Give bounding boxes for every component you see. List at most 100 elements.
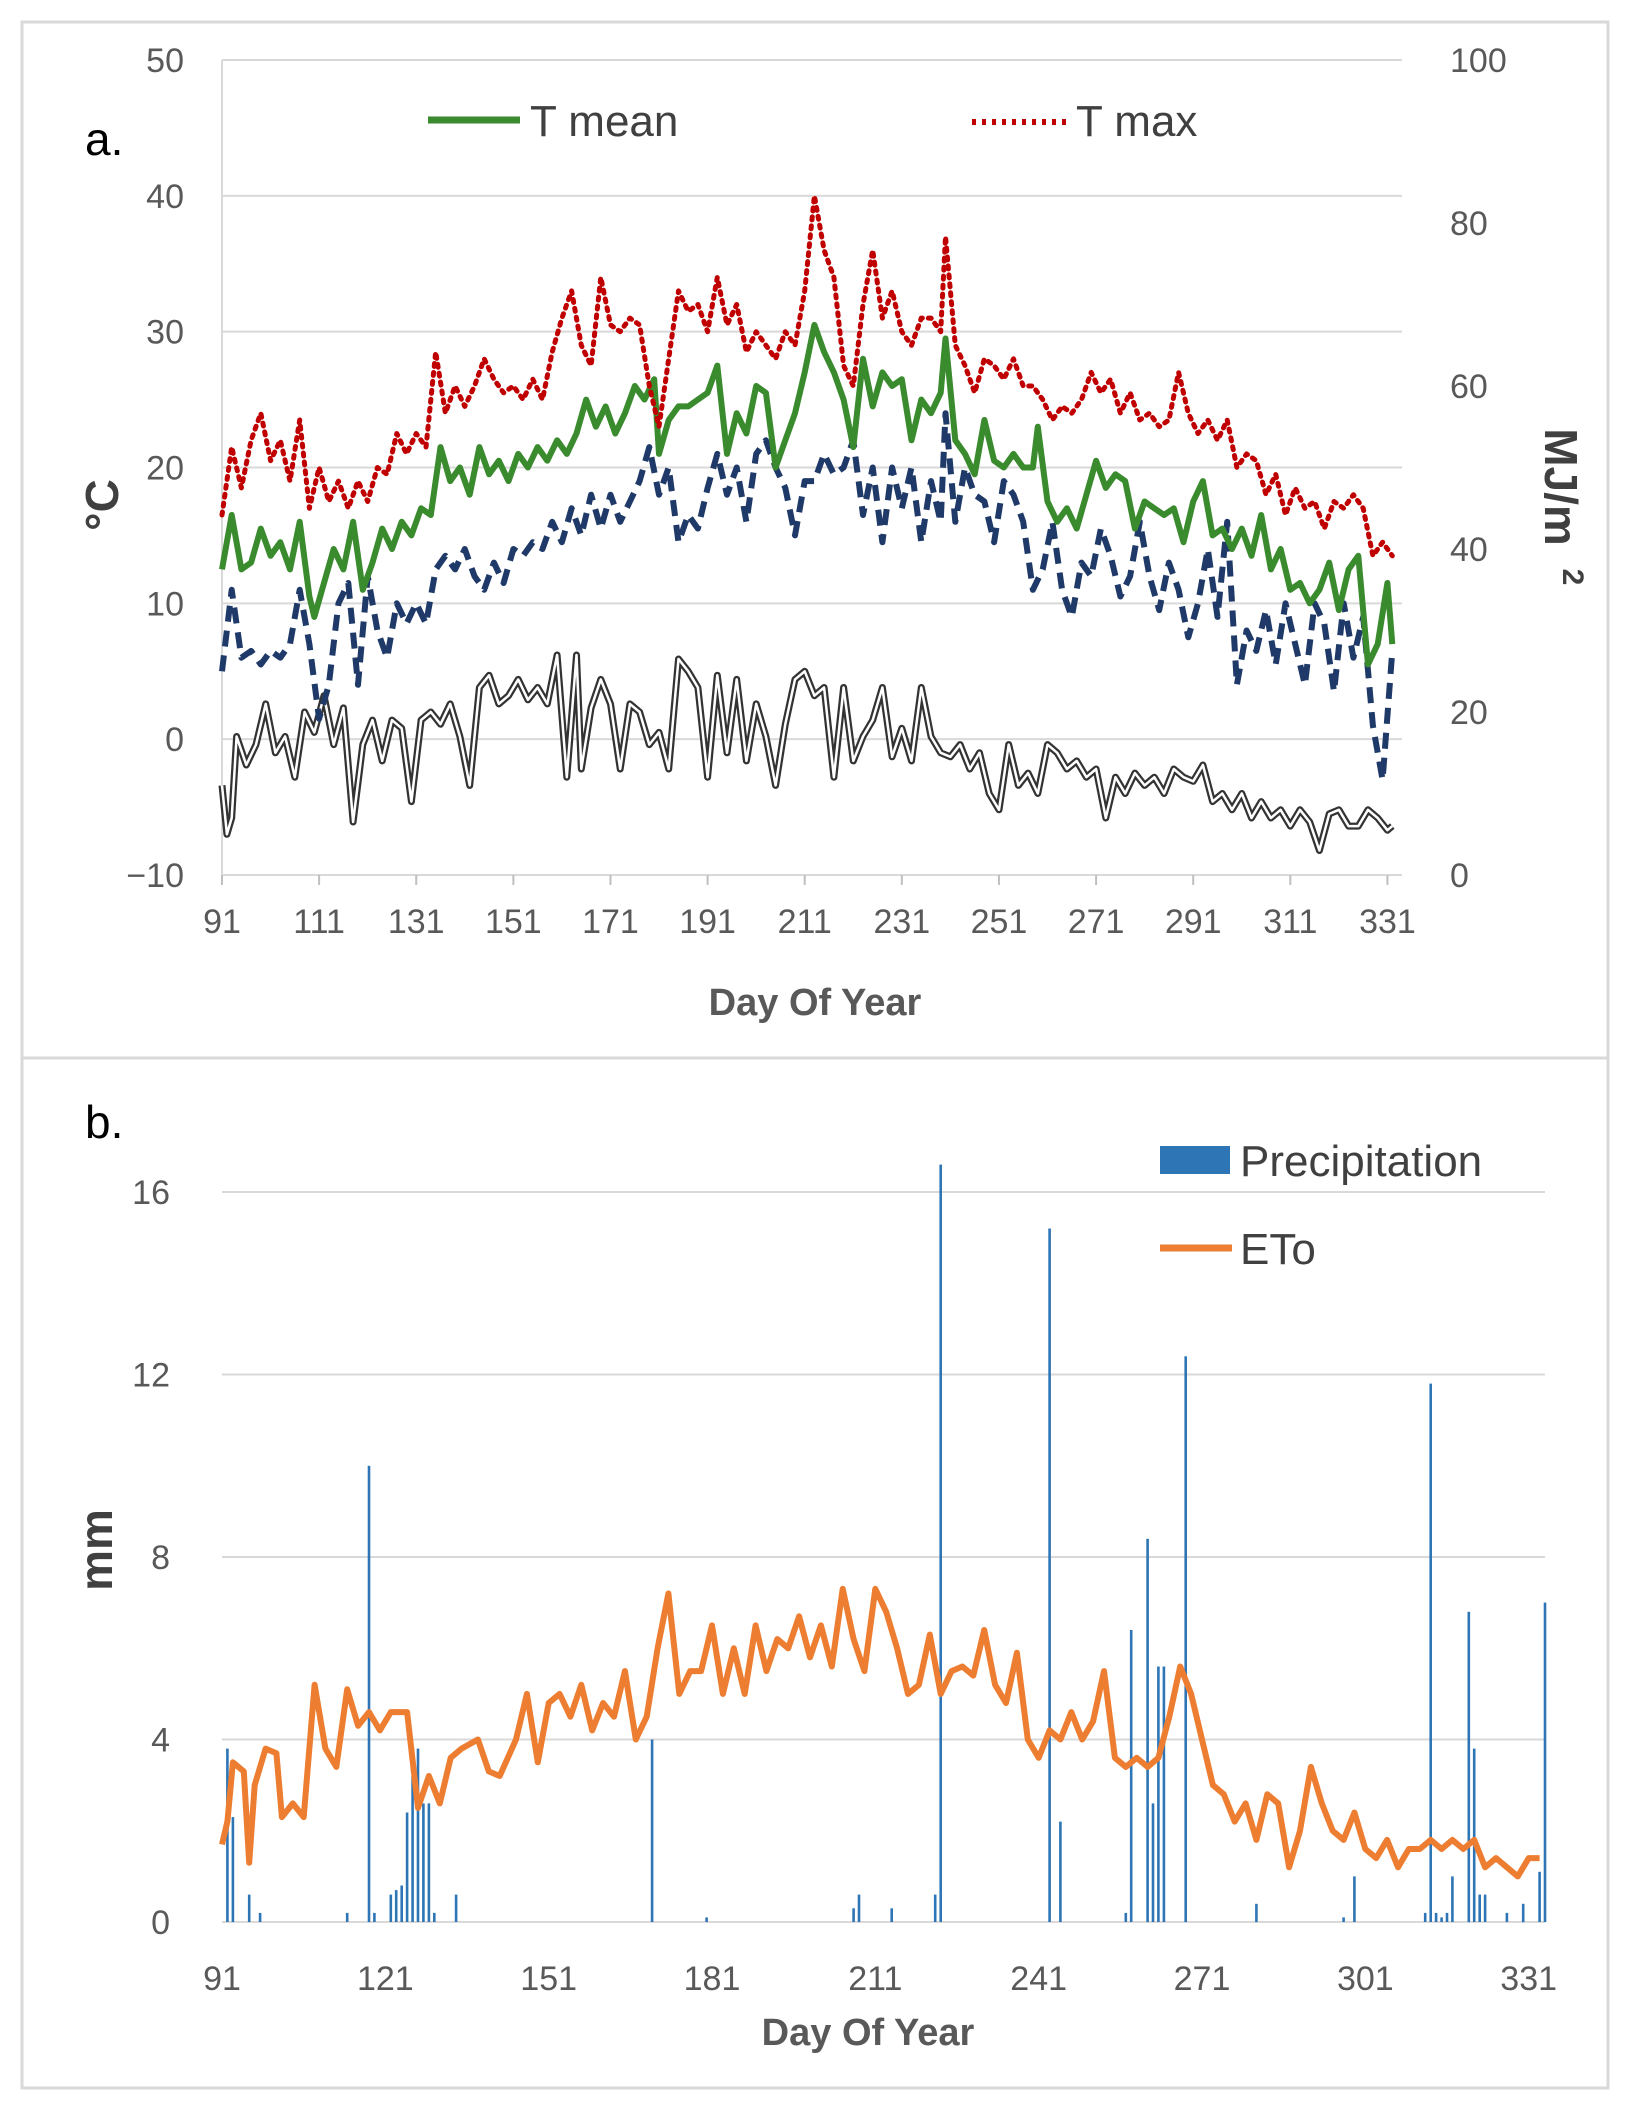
panel-b-y-ticks: 16 12 8 4 0 xyxy=(132,1174,170,1942)
precipitation-bar xyxy=(1483,1894,1487,1922)
precipitation-bar xyxy=(411,1776,414,1922)
panel-b-y-tick-label: 4 xyxy=(151,1722,170,1760)
precipitation-bar xyxy=(1423,1912,1427,1922)
precipitation-bar xyxy=(1543,1602,1547,1922)
panel-b-y-tick-label: 12 xyxy=(132,1357,170,1395)
figure-border xyxy=(20,20,1610,2090)
precipitation-bar xyxy=(1440,1917,1443,1922)
panel-a-left-y-tick-label: 50 xyxy=(146,42,184,80)
precipitation-bar xyxy=(1048,1228,1051,1922)
panel-a-x-tick-label: 171 xyxy=(582,903,639,941)
precipitation-bar xyxy=(890,1908,893,1922)
precipitation-bar xyxy=(1445,1912,1449,1922)
panel-a-right-y-axis-title-base: MJ/m xyxy=(1535,428,1587,546)
series-line-solar-radiation xyxy=(218,651,1395,854)
series-line-t-min xyxy=(219,410,1396,783)
panel-b: 91 121 151 181 211 241 271 301 331 16 12 8 4 0 b. Da… xyxy=(70,1096,1557,2054)
legend-swatch-precipitation xyxy=(1160,1146,1230,1174)
panel-b-y-tick-label: 8 xyxy=(151,1539,170,1577)
panel-a-x-tick-label: 331 xyxy=(1359,903,1416,941)
panel-a-left-y-tick-label: −10 xyxy=(126,857,184,895)
panel-a-right-y-ticks: 100 80 60 40 20 0 xyxy=(1450,42,1507,895)
precipitation-bar xyxy=(1353,1876,1356,1922)
precipitation-bar xyxy=(433,1912,436,1922)
panel-b-x-tick-label: 331 xyxy=(1500,1960,1557,1998)
precipitation-bar xyxy=(1342,1917,1345,1922)
panel-a-x-tick-label: 251 xyxy=(971,903,1028,941)
panel-b-x-axis-title: Day Of Year xyxy=(762,2012,975,2054)
precipitation-bar xyxy=(1151,1803,1155,1922)
precipitation-bar xyxy=(1467,1611,1471,1923)
legend-label-t-mean: T mean xyxy=(530,97,678,146)
panel-a-right-y-axis-title: MJ/m 2 xyxy=(1535,428,1589,585)
panel-a-x-tick-label: 191 xyxy=(679,903,736,941)
panel-a-x-tick-label: 151 xyxy=(485,903,542,941)
panel-a-right-y-axis-title-sup: 2 xyxy=(1556,569,1589,586)
precipitation-bar xyxy=(226,1748,229,1922)
precipitation-bar xyxy=(247,1894,251,1922)
precipitation-bar xyxy=(400,1885,403,1922)
precipitation-bar xyxy=(1521,1903,1525,1923)
series-line-t-mean xyxy=(219,321,1396,668)
precipitation-bar xyxy=(933,1894,937,1922)
precipitation-bar xyxy=(1255,1903,1258,1923)
panel-a-x-tick-label: 111 xyxy=(293,903,345,941)
panel-a-x-ticks: 91 111 131 151 171 191 211 231 251 271 291 311 331 xyxy=(203,875,1416,941)
panel-a-right-y-tick-label: 60 xyxy=(1450,368,1488,406)
precipitation-bar xyxy=(650,1739,654,1922)
panel-a-x-tick-label: 271 xyxy=(1068,903,1125,941)
panel-b-x-tick-label: 241 xyxy=(1010,1960,1067,1998)
panel-a-gridlines xyxy=(221,59,1402,876)
precipitation-bar xyxy=(405,1812,409,1922)
panel-a-left-y-tick-label: 0 xyxy=(165,721,184,759)
precipitation-bar xyxy=(367,1465,371,1923)
panel-b-x-tick-label: 271 xyxy=(1174,1960,1231,1998)
legend-label-t-max: T max xyxy=(1076,97,1197,146)
precipitation-bar xyxy=(258,1912,262,1922)
precipitation-bar xyxy=(1478,1894,1481,1922)
panel-b-precipitation-bars xyxy=(226,1164,1547,1923)
panel-a-label: a. xyxy=(85,113,123,165)
precipitation-bar xyxy=(1146,1538,1149,1923)
precipitation-bar xyxy=(454,1894,458,1922)
panel-b-x-tick-label: 91 xyxy=(203,1960,241,1998)
precipitation-bar xyxy=(389,1894,393,1922)
precipitation-bar xyxy=(1434,1912,1438,1922)
precipitation-bar xyxy=(1472,1748,1476,1922)
precipitation-bar xyxy=(1451,1876,1454,1922)
panel-a-right-y-tick-label: 20 xyxy=(1450,694,1488,732)
precipitation-bar xyxy=(705,1917,708,1922)
panel-b-label: b. xyxy=(85,1096,123,1148)
series-line-solar-radiation-inner xyxy=(220,653,1394,852)
panel-a-right-y-tick-label: 40 xyxy=(1450,531,1488,569)
panel-b-y-tick-label: 16 xyxy=(132,1174,170,1212)
panel-a-x-tick-label: 311 xyxy=(1263,903,1317,941)
panel-b-x-ticks: 91 121 151 181 211 241 271 301 331 xyxy=(203,1960,1557,1998)
series-line-eto xyxy=(219,1585,1540,1880)
panel-a-series xyxy=(218,193,1396,854)
precipitation-bar xyxy=(1157,1666,1160,1922)
panel-b-x-tick-label: 181 xyxy=(684,1960,741,1998)
precipitation-bar xyxy=(1505,1912,1509,1922)
precipitation-bar xyxy=(231,1817,235,1922)
panel-a-right-y-tick-label: 0 xyxy=(1450,857,1469,895)
legend-label-eto: ETo xyxy=(1240,1225,1316,1274)
panel-a-left-y-tick-label: 20 xyxy=(146,450,184,488)
panel-a-left-y-tick-label: 40 xyxy=(146,178,184,216)
precipitation-bar xyxy=(1184,1356,1187,1923)
precipitation-bar xyxy=(1129,1630,1133,1922)
precipitation-bar xyxy=(394,1890,398,1922)
panel-a-left-y-tick-label: 10 xyxy=(146,585,184,623)
precipitation-bar xyxy=(416,1748,420,1922)
panel-b-x-tick-label: 151 xyxy=(520,1960,577,1998)
precipitation-bar xyxy=(939,1164,942,1922)
panel-b-legend: Precipitation ETo xyxy=(1160,1137,1482,1274)
panel-a-x-tick-label: 131 xyxy=(388,903,445,941)
panel-b-x-tick-label: 121 xyxy=(357,1960,414,1998)
panel-a-left-y-axis-title: °C xyxy=(76,479,128,531)
precipitation-bar xyxy=(345,1912,349,1922)
panel-b-y-tick-label: 0 xyxy=(151,1904,170,1942)
panel-a-right-y-tick-label: 100 xyxy=(1450,42,1507,80)
